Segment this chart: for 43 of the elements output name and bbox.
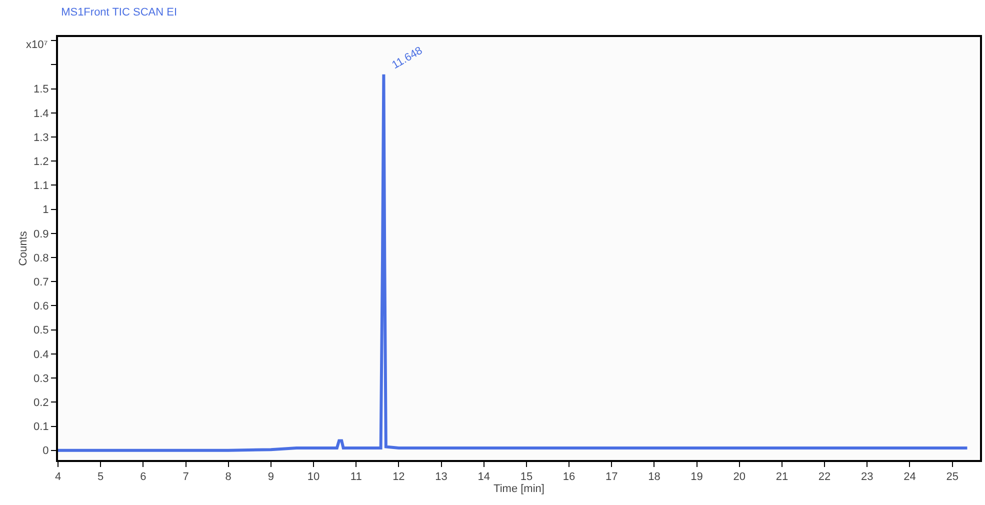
y-tick-label: 0.2 xyxy=(34,397,49,409)
x-tick-label: 18 xyxy=(648,471,660,484)
x-tick-label: 17 xyxy=(606,471,618,484)
y-tick-label: 1.5 xyxy=(34,84,49,96)
x-tick-label: 14 xyxy=(478,471,490,484)
x-tick-label: 8 xyxy=(225,471,232,484)
x-tick-label: 25 xyxy=(946,471,958,484)
y-tick-label: 0.9 xyxy=(34,228,49,240)
y-tick-label: 0.7 xyxy=(34,276,49,288)
x-tick-label: 24 xyxy=(904,471,916,484)
x-tick-label: 22 xyxy=(818,471,831,484)
x-tick-label: 15 xyxy=(520,471,533,484)
x-tick-label: 23 xyxy=(861,471,874,484)
x-tick-label: 19 xyxy=(690,471,703,484)
y-tick-label: 0 xyxy=(42,445,49,458)
x-tick-label: 5 xyxy=(98,471,104,484)
y-tick-label: 0.6 xyxy=(34,300,49,313)
x-tick-label: 21 xyxy=(776,471,788,484)
x-tick-label: 10 xyxy=(307,471,320,484)
x-tick-label: 13 xyxy=(435,471,448,484)
y-tick-label: 1.1 xyxy=(34,180,49,192)
y-tick-label: 0.1 xyxy=(34,421,49,434)
x-tick-label: 4 xyxy=(54,471,62,484)
y-tick-label: 1.4 xyxy=(34,108,49,120)
y-tick-label: 1.3 xyxy=(34,132,49,144)
y-tick-label: 0.3 xyxy=(34,372,49,385)
y-axis-title: Counts xyxy=(18,230,30,266)
x-axis-title: Time [min] xyxy=(494,483,544,496)
y-tick-label: 0.5 xyxy=(34,324,49,337)
x-tick-label: 20 xyxy=(733,471,746,484)
x-tick-label: 7 xyxy=(182,471,189,484)
x-tick-label: 6 xyxy=(140,471,146,484)
x-tick-label: 9 xyxy=(268,471,274,484)
line-series xyxy=(58,72,969,452)
x-tick-label: 11 xyxy=(350,471,362,484)
x-tick-label: 16 xyxy=(562,471,576,484)
x-tick-label: 12 xyxy=(392,471,405,484)
y-tick-label: 0.8 xyxy=(34,252,49,264)
chart-title: MS1Front TIC SCAN EI xyxy=(61,6,178,18)
y-tick-label: 1.2 xyxy=(34,156,49,168)
text: x10⁷ xyxy=(26,39,48,51)
y-tick-label: 0.4 xyxy=(34,348,49,361)
y-tick-label: 1 xyxy=(42,204,49,216)
